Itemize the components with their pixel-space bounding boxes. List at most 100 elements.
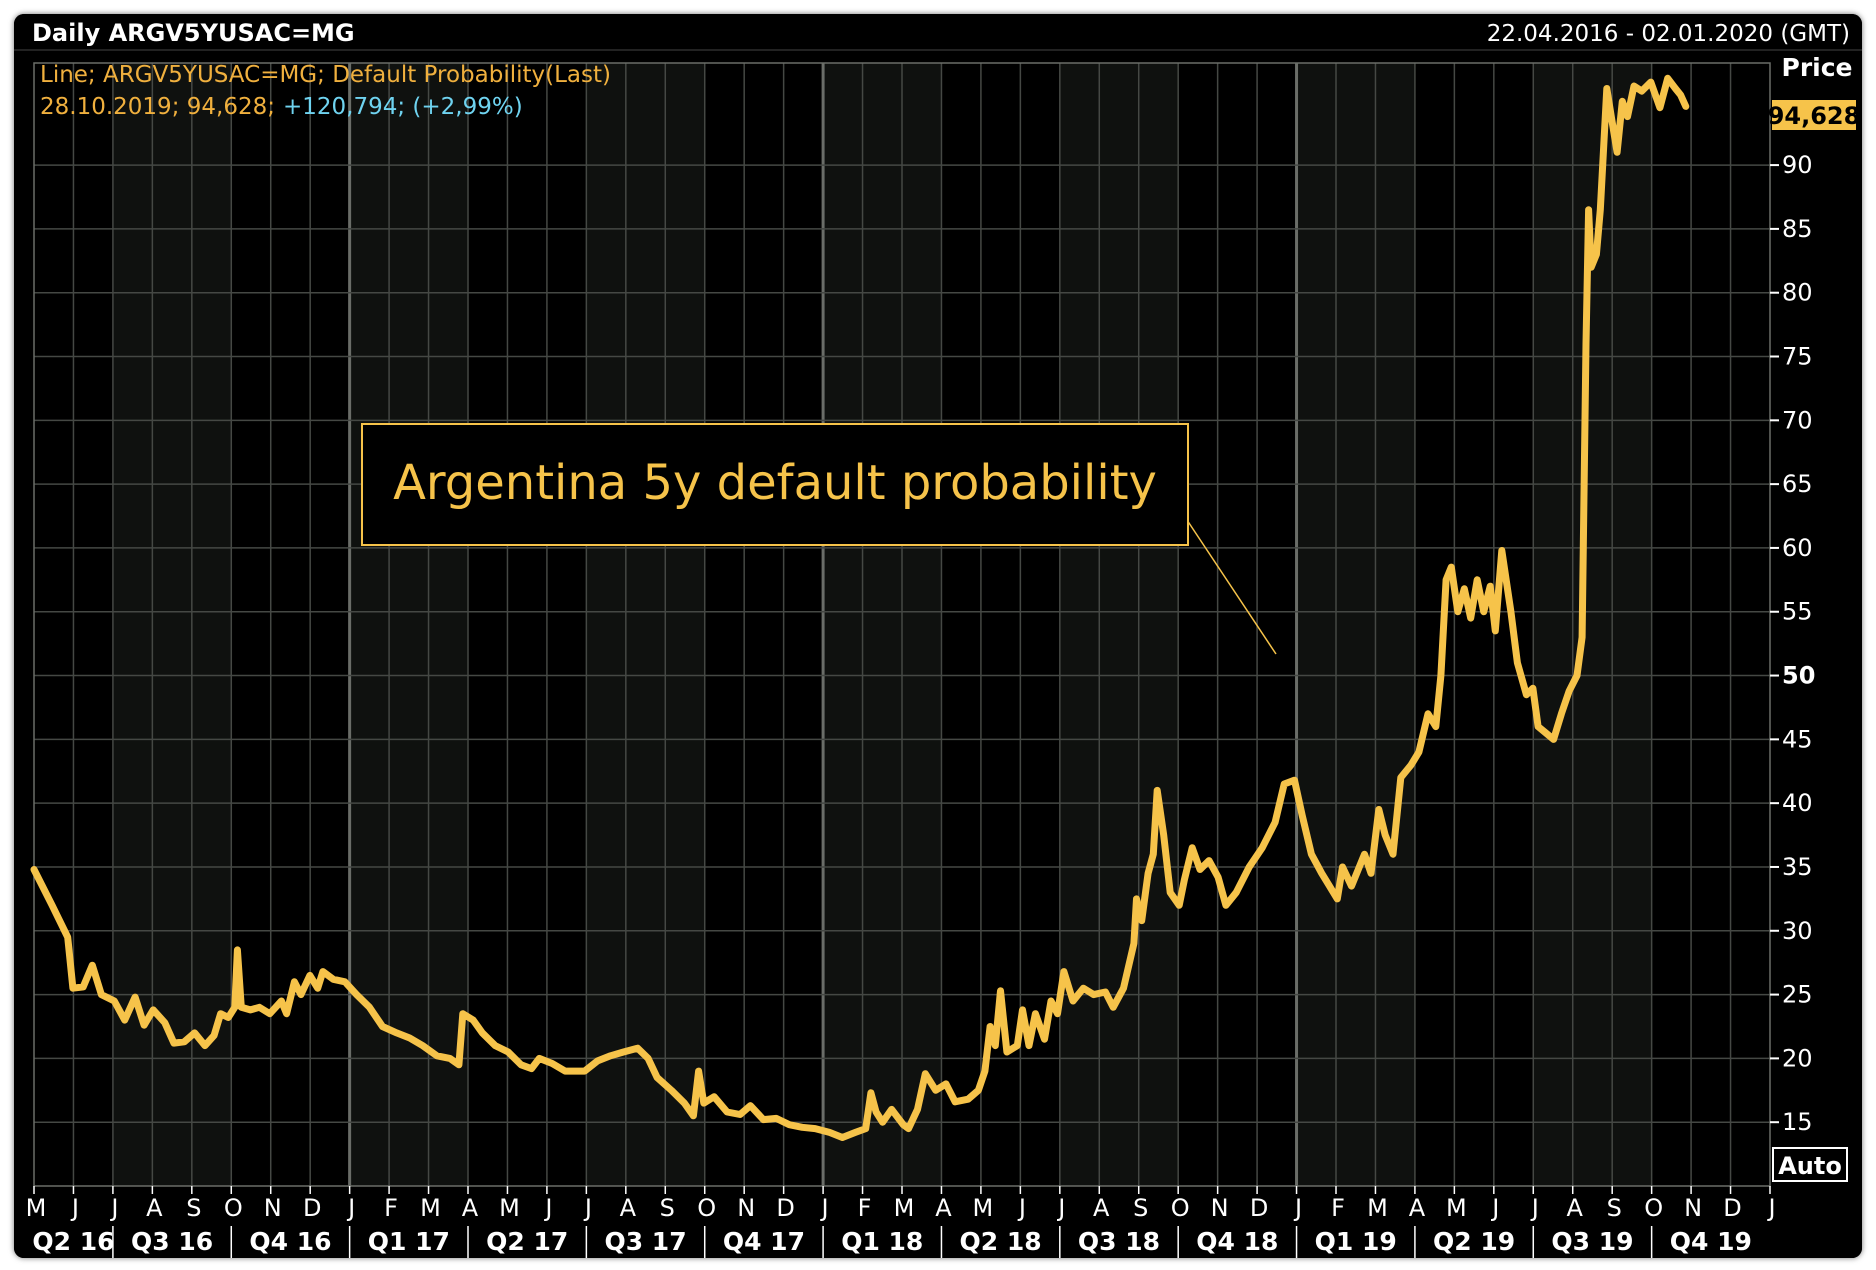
chart-window: Daily ARGV5YUSAC=MG 22.04.2016 - 02.01.2…	[14, 14, 1862, 1258]
y-tick-label: 45	[1782, 725, 1813, 753]
x-month-label: O	[697, 1194, 716, 1222]
y-tick-label: 50	[1782, 662, 1815, 690]
y-tick-label: 30	[1782, 917, 1813, 945]
x-month-label: M	[26, 1194, 47, 1222]
x-quarter-label: Q3 18	[1078, 1227, 1160, 1256]
x-month-label: J	[1530, 1194, 1539, 1222]
x-month-label: J	[583, 1194, 592, 1222]
y-tick-label: 80	[1782, 279, 1813, 307]
chart-title: Daily ARGV5YUSAC=MG	[32, 19, 355, 47]
x-month-label: S	[660, 1194, 675, 1222]
x-quarter-label: Q2 18	[960, 1227, 1042, 1256]
x-month-label: J	[70, 1194, 79, 1222]
x-quarter-label: Q1 17	[368, 1227, 450, 1256]
x-month-label: S	[186, 1194, 201, 1222]
x-month-label: M	[1446, 1194, 1467, 1222]
x-month-label: J	[1017, 1194, 1026, 1222]
x-month-label: M	[499, 1194, 520, 1222]
last-value-badge-text: 94,628	[1768, 102, 1861, 130]
x-month-label: A	[620, 1194, 637, 1222]
x-month-label: N	[1211, 1194, 1229, 1222]
x-month-label: A	[1409, 1194, 1426, 1222]
annotation-leader	[1186, 519, 1277, 655]
x-month-label: N	[1684, 1194, 1702, 1222]
legend-last-date: 28.10.2019; 94,628;	[40, 94, 275, 120]
x-quarter-label: Q3 17	[604, 1227, 686, 1256]
chart-svg: Daily ARGV5YUSAC=MG 22.04.2016 - 02.01.2…	[14, 14, 1862, 1258]
x-month-label: D	[303, 1194, 321, 1222]
x-month-label: D	[776, 1194, 794, 1222]
x-month-label: A	[462, 1194, 479, 1222]
x-quarter-label: Q4 17	[723, 1227, 805, 1256]
quarter-band-shade	[349, 63, 468, 1186]
auto-scale-button[interactable]	[1772, 1147, 1848, 1182]
x-month-label: A	[146, 1194, 163, 1222]
x-quarter-label: Q2 19	[1433, 1227, 1515, 1256]
x-month-label: D	[1723, 1194, 1741, 1222]
x-month-label: N	[264, 1194, 282, 1222]
x-month-label: M	[973, 1194, 994, 1222]
x-month-label: N	[737, 1194, 755, 1222]
y-tick-label: 90	[1782, 151, 1813, 179]
y-tick-label: 75	[1782, 343, 1813, 371]
x-month-label: J	[1766, 1194, 1775, 1222]
x-month-label: O	[224, 1194, 243, 1222]
x-quarter-label: Q1 19	[1315, 1227, 1397, 1256]
x-month-label: S	[1607, 1194, 1622, 1222]
last-value-badge: 94,628	[1768, 100, 1861, 130]
x-month-label: M	[1367, 1194, 1388, 1222]
y-tick-label: 35	[1782, 853, 1813, 881]
x-month-label: J	[109, 1194, 118, 1222]
x-quarter-label: Q4 18	[1196, 1227, 1278, 1256]
y-tick-label: 70	[1782, 406, 1813, 434]
y-tick-label: 15	[1782, 1108, 1813, 1136]
annotation-text: Argentina 5y default probability	[393, 455, 1157, 511]
y-tick-label: 55	[1782, 598, 1813, 626]
y-tick-label: 20	[1782, 1044, 1813, 1072]
x-month-label: J	[820, 1194, 829, 1222]
quarter-bands	[112, 63, 1652, 1186]
x-month-label: J	[346, 1194, 355, 1222]
x-month-label: F	[858, 1194, 872, 1222]
date-range: 22.04.2016 - 02.01.2020 (GMT)	[1487, 21, 1850, 47]
quarter-band-shade	[1296, 63, 1415, 1186]
y-tick-label: 85	[1782, 215, 1813, 243]
legend-series-info: Line; ARGV5YUSAC=MG; Default Probability…	[40, 62, 611, 88]
legend-change: +120,794; (+2,99%)	[283, 94, 523, 120]
x-month-label: S	[1133, 1194, 1148, 1222]
x-month-label: J	[1490, 1194, 1499, 1222]
x-month-label: J	[1056, 1194, 1065, 1222]
y-tick-label: 40	[1782, 789, 1813, 817]
quarter-band-shade	[823, 63, 942, 1186]
x-quarter-label: Q3 19	[1551, 1227, 1633, 1256]
x-month-label: D	[1250, 1194, 1268, 1222]
price-axis: 15 20 25 30 35 40 45 50 55 60 65 70 75 80 85 90	[1770, 151, 1815, 1136]
x-month-label: F	[384, 1194, 398, 1222]
quarter-band-shade	[586, 63, 705, 1186]
legend-last-value: 28.10.2019; 94,628; +120,794; (+2,99%)	[40, 94, 523, 120]
y-tick-label: 60	[1782, 534, 1813, 562]
y-tick-label: 65	[1782, 470, 1813, 498]
x-month-label: M	[420, 1194, 441, 1222]
x-month-label: O	[1171, 1194, 1190, 1222]
x-quarter-label: Q4 19	[1670, 1227, 1752, 1256]
x-quarter-label: Q3 16	[131, 1227, 213, 1256]
x-month-label: A	[1093, 1194, 1110, 1222]
x-quarter-label: Q2 16	[32, 1227, 114, 1256]
x-quarter-label: Q2 17	[486, 1227, 568, 1256]
vertical-gridlines	[72, 63, 1732, 1186]
x-quarter-label: Q4 16	[249, 1227, 331, 1256]
x-month-label: A	[1567, 1194, 1584, 1222]
x-month-label: J	[1293, 1194, 1302, 1222]
x-month-label: A	[935, 1194, 952, 1222]
auto-scale-label: Auto	[1778, 1152, 1842, 1180]
x-quarter-label: Q1 18	[841, 1227, 923, 1256]
x-month-label: F	[1331, 1194, 1345, 1222]
horizontal-gridlines	[34, 164, 1770, 1123]
series-line-default-probability	[30, 74, 1690, 1141]
annotation-box	[361, 423, 1189, 546]
x-month-label: O	[1644, 1194, 1663, 1222]
last-value-badge-bg	[1772, 100, 1856, 130]
price-axis-label: Price	[1782, 53, 1853, 82]
